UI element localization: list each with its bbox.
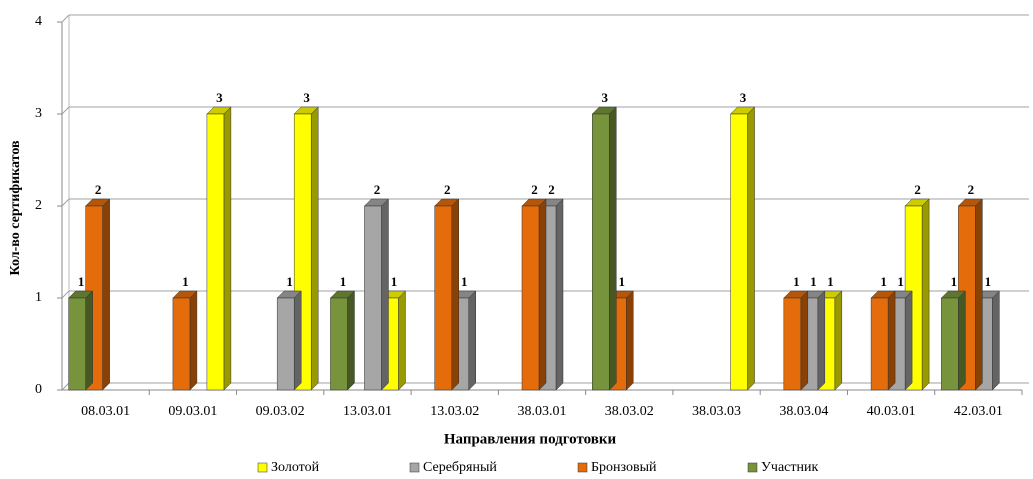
data-label: 3 bbox=[303, 90, 310, 105]
x-tick-label: 13.03.02 bbox=[430, 404, 479, 419]
bar-side bbox=[102, 198, 110, 391]
bar bbox=[330, 297, 348, 391]
bar bbox=[172, 297, 191, 391]
data-label: 1 bbox=[182, 274, 189, 289]
legend-label: Бронзовый bbox=[591, 460, 657, 475]
data-label: 1 bbox=[810, 274, 817, 289]
bar-side bbox=[398, 290, 406, 391]
bar bbox=[521, 205, 540, 391]
bar-side bbox=[189, 290, 198, 391]
x-tick-label: 38.03.03 bbox=[692, 404, 741, 419]
data-label: 1 bbox=[897, 274, 904, 289]
data-label: 3 bbox=[216, 90, 223, 105]
data-label: 1 bbox=[827, 274, 834, 289]
bar bbox=[68, 297, 86, 391]
bar-side bbox=[626, 290, 634, 391]
data-label: 2 bbox=[968, 182, 975, 197]
x-tick-label: 38.03.01 bbox=[518, 404, 567, 419]
grid-line-depth bbox=[61, 14, 70, 23]
bar-side bbox=[887, 290, 896, 391]
bar-side bbox=[921, 198, 930, 391]
data-label: 1 bbox=[461, 274, 468, 289]
bar-side bbox=[293, 290, 302, 391]
x-tick-label: 38.03.04 bbox=[779, 404, 828, 419]
y-tick-label: 3 bbox=[35, 106, 42, 121]
bar-side bbox=[381, 198, 389, 391]
grid-line-depth bbox=[61, 106, 70, 115]
bar-side bbox=[347, 290, 355, 391]
bar bbox=[364, 205, 382, 391]
bar bbox=[783, 297, 802, 391]
data-label: 1 bbox=[286, 274, 293, 289]
data-label: 2 bbox=[914, 182, 921, 197]
bar-side bbox=[538, 198, 547, 391]
bar-side bbox=[800, 290, 809, 391]
x-tick-label: 13.03.01 bbox=[343, 404, 392, 419]
bar-side bbox=[834, 290, 843, 391]
bar bbox=[276, 297, 295, 391]
data-label: 1 bbox=[78, 274, 85, 289]
data-label: 3 bbox=[602, 90, 609, 105]
data-label: 1 bbox=[391, 274, 398, 289]
y-tick-label: 4 bbox=[35, 14, 42, 29]
y-axis-title: Кол-во сертификатов bbox=[8, 140, 23, 275]
data-label: 1 bbox=[985, 274, 992, 289]
bar-side bbox=[904, 290, 913, 391]
data-label: 2 bbox=[444, 182, 451, 197]
data-label: 2 bbox=[548, 182, 555, 197]
grid-line-depth bbox=[61, 382, 70, 391]
x-tick-label: 09.03.02 bbox=[256, 404, 305, 419]
bar-side bbox=[817, 290, 826, 391]
bar-side bbox=[958, 290, 966, 391]
bar bbox=[206, 113, 225, 391]
x-axis-title: Направления подготовки bbox=[444, 431, 617, 447]
bar-side bbox=[609, 106, 617, 391]
data-label: 1 bbox=[340, 274, 347, 289]
bar bbox=[941, 297, 959, 391]
bar-side bbox=[975, 198, 983, 391]
legend-swatch bbox=[577, 462, 588, 473]
bar bbox=[592, 113, 610, 391]
legend-label: Серебряный bbox=[423, 460, 497, 475]
bar-side bbox=[555, 198, 564, 391]
legend-label: Золотой bbox=[271, 460, 320, 475]
y-tick-label: 1 bbox=[35, 290, 42, 305]
x-tick-label: 08.03.01 bbox=[81, 404, 130, 419]
bar-side bbox=[85, 290, 93, 391]
data-label: 1 bbox=[951, 274, 958, 289]
y-tick-label: 2 bbox=[35, 198, 42, 213]
bar-side bbox=[451, 198, 459, 391]
bar-side bbox=[310, 106, 319, 391]
x-tick-label: 38.03.02 bbox=[605, 404, 654, 419]
bar bbox=[434, 205, 452, 391]
x-tick-label: 42.03.01 bbox=[954, 404, 1003, 419]
legend-label: Участник bbox=[761, 460, 818, 475]
legend-swatch bbox=[747, 462, 758, 473]
bar bbox=[870, 297, 889, 391]
data-label: 2 bbox=[95, 182, 102, 197]
grid-line-depth bbox=[61, 198, 70, 207]
bar-side bbox=[223, 106, 232, 391]
legend-swatch bbox=[257, 462, 268, 473]
x-tick-label: 40.03.01 bbox=[867, 404, 916, 419]
bar-side bbox=[747, 106, 755, 391]
data-label: 2 bbox=[531, 182, 538, 197]
bar-side bbox=[992, 290, 1000, 391]
bar-side bbox=[468, 290, 476, 391]
legend-swatch bbox=[409, 462, 420, 473]
data-label: 3 bbox=[740, 90, 747, 105]
data-label: 1 bbox=[880, 274, 887, 289]
data-label: 1 bbox=[793, 274, 800, 289]
y-tick-label: 0 bbox=[35, 382, 42, 397]
data-label: 2 bbox=[374, 182, 381, 197]
bar bbox=[730, 113, 748, 391]
grid-line-depth bbox=[61, 290, 70, 299]
x-tick-label: 09.03.01 bbox=[168, 404, 217, 419]
data-label: 1 bbox=[619, 274, 626, 289]
